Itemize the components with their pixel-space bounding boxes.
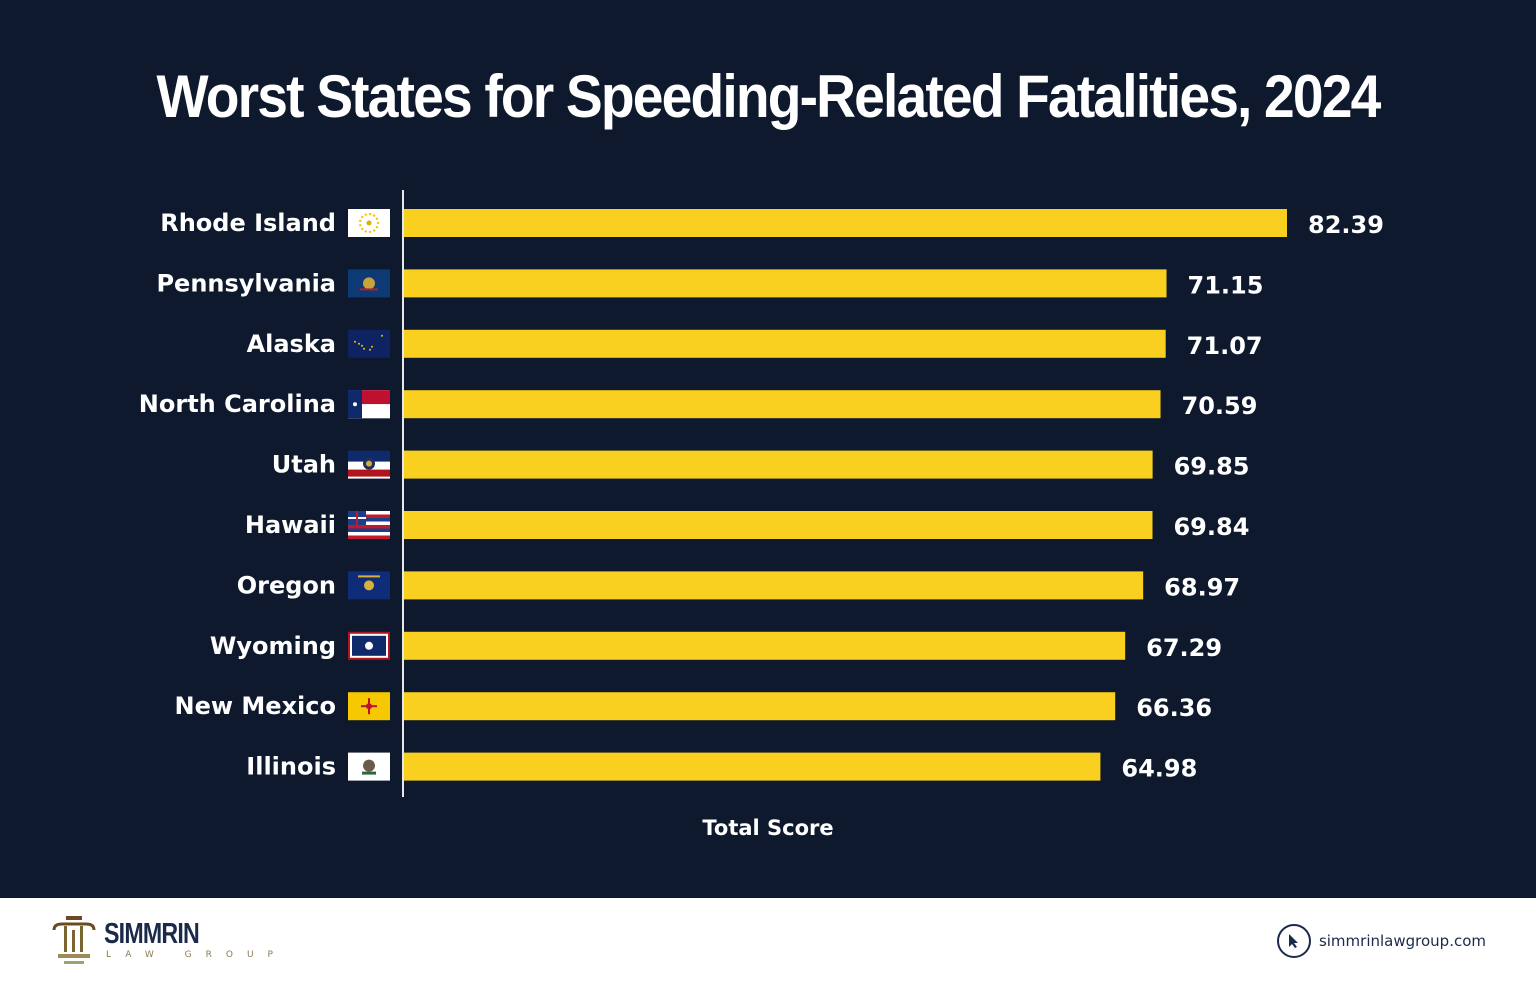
new-mexico-flag-icon	[348, 692, 390, 721]
bar-north-carolina	[404, 390, 1161, 419]
illinois-flag-icon	[348, 752, 390, 781]
utah-flag-icon	[348, 450, 390, 479]
bar-chart: Rhode Island 82.39 Pennsylvania 71.15 Alaska…	[139, 190, 1384, 797]
bar-new-mexico	[404, 692, 1116, 721]
value-label: 67.29	[1146, 634, 1222, 662]
value-label: 70.59	[1182, 392, 1258, 420]
value-label: 66.36	[1136, 694, 1212, 722]
north-carolina-flag-icon	[348, 390, 390, 419]
bar-alaska	[404, 329, 1166, 358]
category-label: Utah	[272, 451, 336, 479]
category-label: Illinois	[246, 753, 336, 781]
category-label: Wyoming	[210, 632, 336, 660]
chart-title: Worst States for Speeding-Related Fatali…	[156, 63, 1382, 130]
rhode-island-flag-icon	[348, 209, 390, 237]
category-label: Pennsylvania	[156, 269, 336, 297]
oregon-flag-icon	[348, 571, 390, 600]
x-axis-label: Total Score	[702, 816, 834, 840]
hawaii-flag-icon	[348, 511, 390, 539]
simmrin-logo-icon	[52, 916, 96, 964]
logo-name: SIMMRIN	[104, 918, 200, 950]
category-label: Oregon	[237, 571, 336, 599]
value-label: 69.85	[1174, 453, 1250, 481]
value-label: 82.39	[1308, 211, 1384, 239]
bar-hawaii	[404, 511, 1153, 539]
category-label: Alaska	[247, 330, 336, 358]
bar-pennsylvania	[404, 269, 1167, 298]
bar-rhode-island	[404, 209, 1287, 237]
value-label: 69.84	[1173, 513, 1249, 541]
website-link[interactable]: simmrinlawgroup.com	[1276, 924, 1486, 958]
logo-subtitle: LAW GROUP	[106, 950, 287, 960]
alaska-flag-icon	[348, 329, 390, 358]
wyoming-flag-icon	[348, 631, 390, 660]
category-label: Hawaii	[245, 511, 336, 539]
value-label: 71.15	[1188, 271, 1264, 299]
category-label: North Carolina	[139, 390, 336, 418]
value-label: 64.98	[1121, 755, 1197, 783]
website-text: simmrinlawgroup.com	[1318, 932, 1486, 950]
bar-utah	[404, 450, 1153, 479]
bar-wyoming	[404, 631, 1126, 660]
value-label: 68.97	[1164, 573, 1240, 601]
footer: SIMMRIN LAW GROUP simmrinlawgroup.com	[0, 898, 1536, 983]
pennsylvania-flag-icon	[348, 269, 390, 298]
cursor-icon	[1276, 924, 1311, 958]
bar-oregon	[404, 571, 1144, 600]
value-label: 71.07	[1187, 332, 1263, 360]
category-label: New Mexico	[175, 692, 336, 720]
category-label: Rhode Island	[160, 209, 336, 237]
bar-illinois	[404, 752, 1101, 781]
